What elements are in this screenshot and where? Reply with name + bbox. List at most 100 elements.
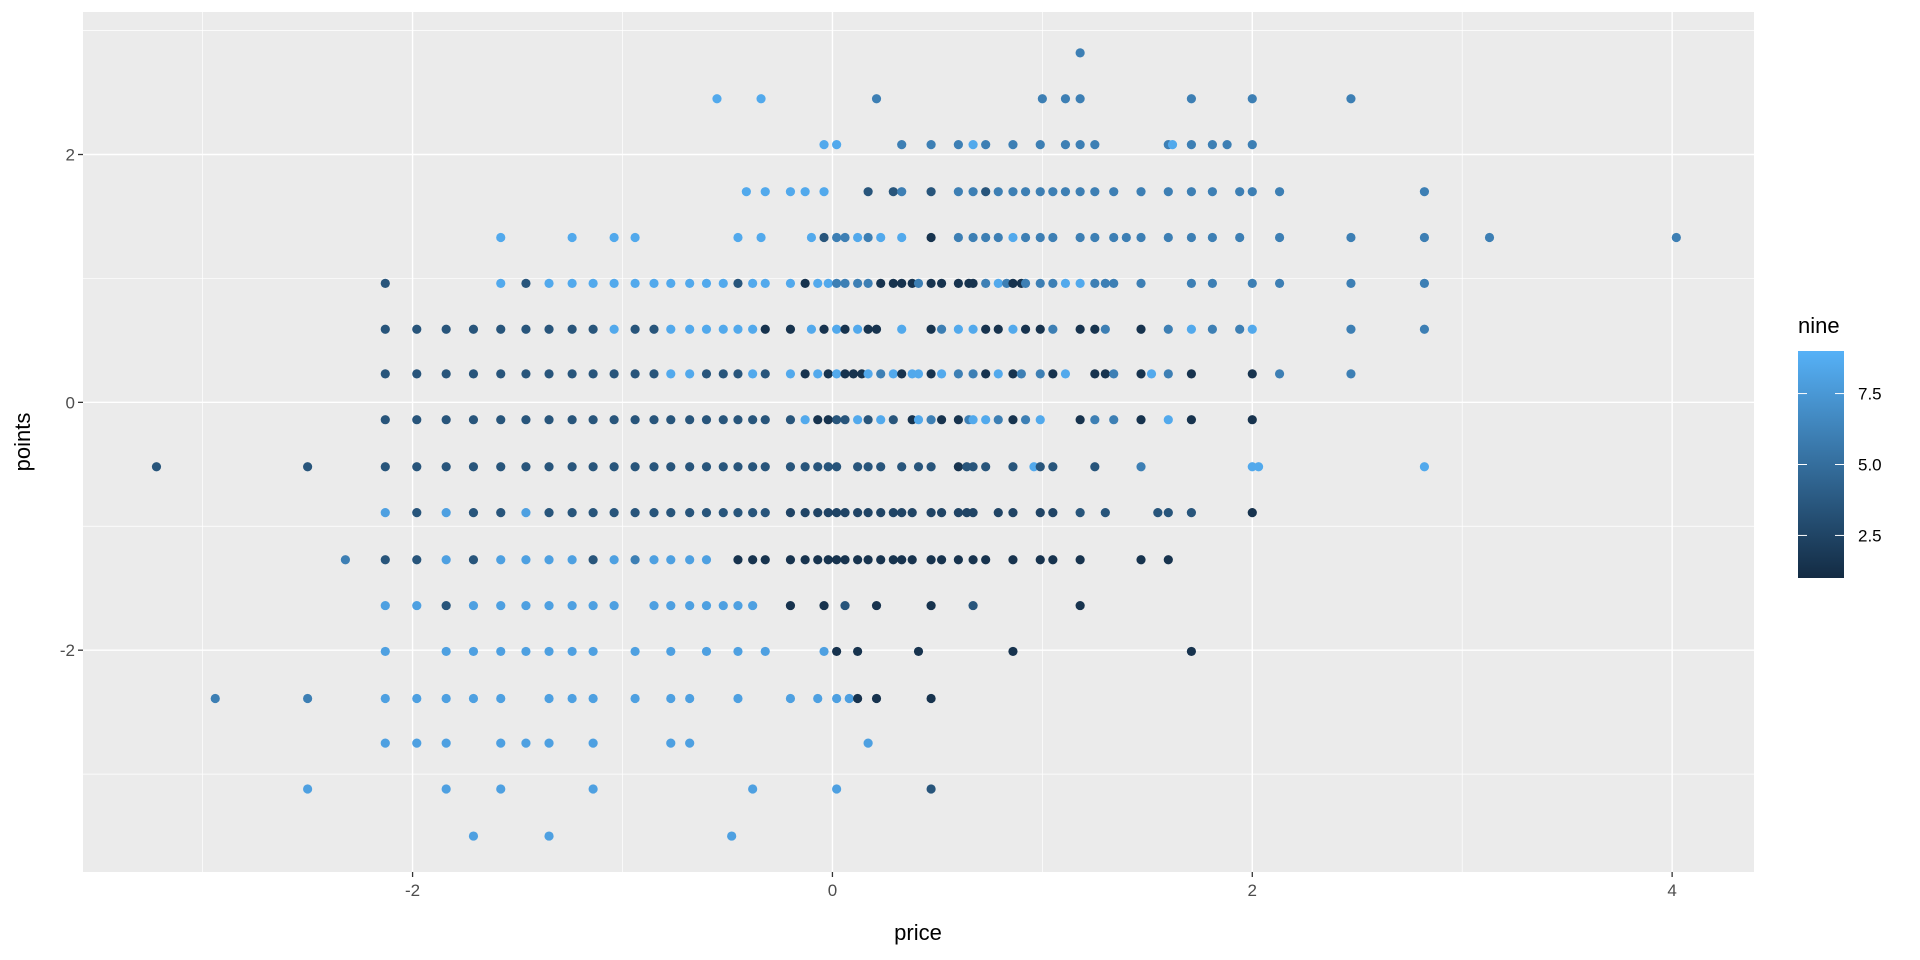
data-point [496, 738, 506, 748]
data-point [823, 555, 833, 565]
data-point [649, 369, 659, 379]
data-point [926, 508, 936, 518]
data-point [1253, 462, 1264, 472]
data-point [981, 369, 991, 379]
data-point [760, 462, 770, 472]
data-point [733, 555, 743, 565]
data-point [871, 600, 882, 611]
data-point [1247, 508, 1257, 518]
data-point [813, 415, 823, 425]
data-point [441, 324, 451, 334]
data-point [897, 139, 907, 150]
data-point [1346, 232, 1356, 243]
data-point [897, 324, 907, 334]
x-tick-label: 2 [1248, 881, 1257, 900]
data-point [1090, 324, 1100, 334]
data-point [303, 784, 313, 794]
legend-tick-label: 5.0 [1858, 456, 1882, 475]
data-point [871, 324, 882, 334]
data-point [857, 369, 867, 379]
data-point [544, 324, 554, 334]
data-point [913, 462, 924, 472]
data-point [468, 646, 479, 657]
data-point [701, 415, 712, 425]
data-point [1060, 187, 1071, 197]
data-point [926, 324, 936, 334]
data-point [993, 187, 1003, 197]
data-point [1163, 415, 1173, 425]
data-point [588, 508, 598, 518]
data-point [544, 369, 554, 379]
data-point [701, 369, 712, 379]
data-point [521, 462, 531, 472]
data-point [1008, 369, 1018, 379]
data-point [888, 415, 898, 425]
data-point [733, 369, 743, 379]
data-point [521, 415, 531, 425]
data-point [926, 278, 936, 288]
data-point [412, 508, 422, 518]
data-point [380, 415, 390, 425]
data-point [1136, 555, 1146, 565]
data-point [718, 278, 728, 288]
data-point [1035, 415, 1045, 425]
data-point [609, 415, 619, 425]
data-point [853, 462, 863, 472]
legend-tick-label: 2.5 [1858, 526, 1882, 545]
data-point [701, 555, 712, 565]
data-point [521, 369, 531, 379]
data-point [441, 600, 451, 611]
data-point [701, 462, 712, 472]
data-point [1247, 415, 1257, 425]
data-point [609, 508, 619, 518]
data-point [1048, 187, 1058, 197]
data-point [1048, 462, 1058, 472]
data-point [685, 555, 695, 565]
data-point [1002, 278, 1012, 288]
data-point [609, 462, 619, 472]
data-point [468, 693, 479, 704]
data-point [1274, 369, 1285, 379]
data-point [760, 646, 770, 657]
data-point [760, 508, 770, 518]
data-point [1109, 278, 1119, 288]
data-point [649, 278, 659, 288]
x-axis-ticks: -2 0 2 4 [405, 872, 1677, 900]
data-point [832, 232, 842, 243]
data-point [380, 600, 390, 611]
data-point [1247, 278, 1257, 288]
data-point [521, 738, 531, 748]
data-point [1008, 555, 1018, 565]
data-point [1186, 232, 1197, 243]
data-point [785, 324, 796, 334]
data-point [412, 324, 422, 334]
x-tick-label: 0 [828, 881, 837, 900]
data-point [521, 278, 531, 288]
data-point [785, 600, 796, 611]
data-point [733, 415, 743, 425]
data-point [1207, 187, 1217, 197]
data-point [1075, 139, 1085, 150]
data-point [1020, 415, 1031, 425]
data-point [848, 369, 859, 379]
data-point [748, 600, 758, 611]
data-point [756, 94, 766, 104]
data-point [380, 646, 390, 657]
data-point [1008, 324, 1018, 334]
data-point [468, 415, 479, 425]
data-point [567, 369, 577, 379]
data-point [712, 94, 722, 104]
data-point [832, 415, 842, 425]
data-point [1008, 187, 1018, 197]
data-point [953, 462, 963, 472]
data-point [1008, 508, 1018, 518]
data-point [733, 646, 743, 657]
data-point [1109, 232, 1119, 243]
data-point [840, 232, 850, 243]
data-point [1186, 94, 1197, 104]
data-point [441, 462, 451, 472]
data-point [800, 508, 810, 518]
x-tick-label: 4 [1667, 881, 1676, 900]
data-point [1090, 187, 1100, 197]
data-point [968, 187, 978, 197]
